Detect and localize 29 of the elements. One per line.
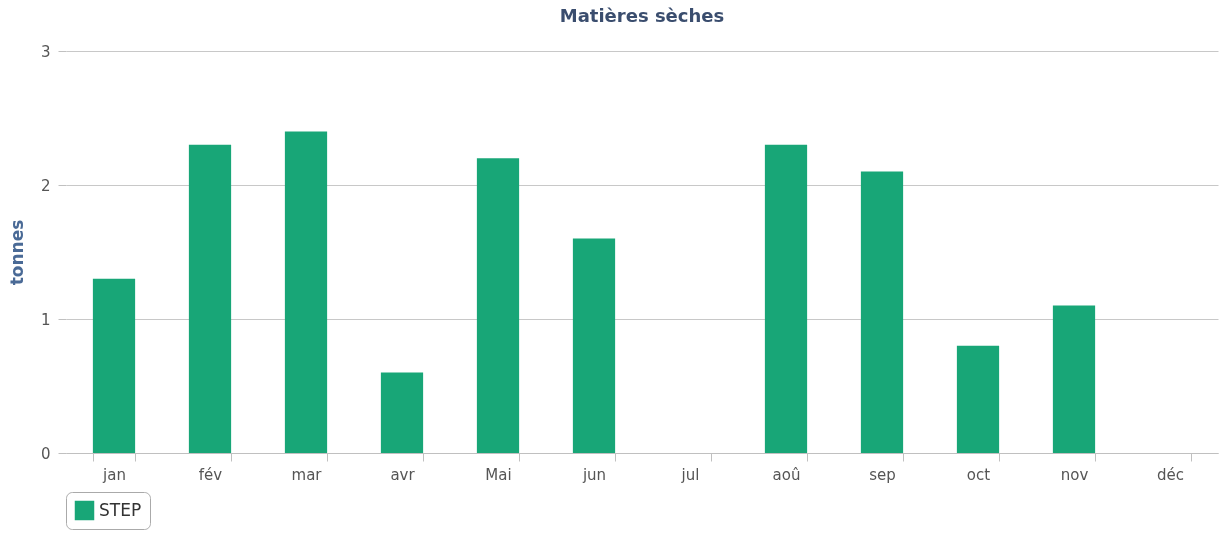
y-tick-label: 1 [40, 310, 51, 329]
y-tick-label: 2 [40, 176, 51, 195]
y-tick-label: 0 [40, 444, 51, 463]
x-tick-label: fév [198, 465, 223, 484]
x-tick-label: déc [1157, 465, 1184, 484]
chart-title: Matières sèches [559, 5, 725, 26]
x-tick-label: avr [390, 465, 416, 484]
legend-label: STEP [99, 499, 142, 520]
bar [1052, 305, 1096, 453]
bar [284, 131, 328, 453]
bar [92, 278, 136, 453]
x-tick-label: nov [1060, 465, 1089, 484]
x-tick-label: Mai [485, 465, 512, 484]
bar [860, 171, 904, 453]
x-tick-label: oct [966, 465, 991, 484]
bar [764, 144, 808, 453]
x-tick-label: sep [869, 465, 896, 484]
x-tick-label: jul [680, 465, 700, 484]
bar [476, 158, 520, 453]
bar [572, 238, 616, 453]
bar [956, 345, 1000, 453]
y-tick-label: 3 [40, 42, 51, 61]
x-tick-label: mar [291, 465, 323, 484]
bar [380, 372, 424, 453]
x-tick-label: aoû [772, 465, 801, 484]
x-tick-label: jan [102, 465, 126, 484]
x-tick-label: jun [581, 465, 607, 484]
bar [188, 144, 232, 453]
y-axis-title: tonnes [6, 219, 27, 286]
